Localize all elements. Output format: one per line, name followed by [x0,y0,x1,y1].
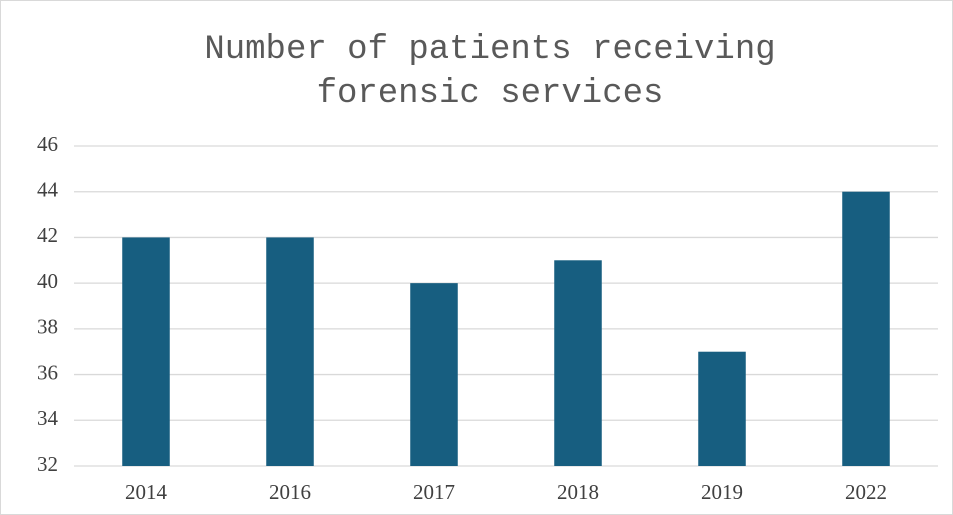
bar [410,283,458,466]
bar [266,237,314,466]
bar [698,351,746,466]
y-tick-label: 32 [37,452,58,476]
y-tick-label: 44 [37,178,59,202]
y-tick-label: 34 [37,406,59,430]
y-tick-label: 36 [37,360,58,384]
x-tick-label: 2019 [701,480,743,504]
y-tick-label: 40 [37,269,58,293]
y-tick-label: 46 [37,132,58,156]
y-tick-label: 42 [37,223,58,247]
x-tick-label: 2016 [269,480,311,504]
bar [554,260,602,466]
x-tick-label: 2014 [125,480,168,504]
bar [842,191,890,466]
y-tick-label: 38 [37,315,58,339]
x-tick-label: 2018 [557,480,599,504]
bar [122,237,170,466]
x-tick-label: 2022 [845,480,887,504]
chart-title: Number of patients receiving forensic se… [204,31,776,113]
x-tick-label: 2017 [413,480,455,504]
